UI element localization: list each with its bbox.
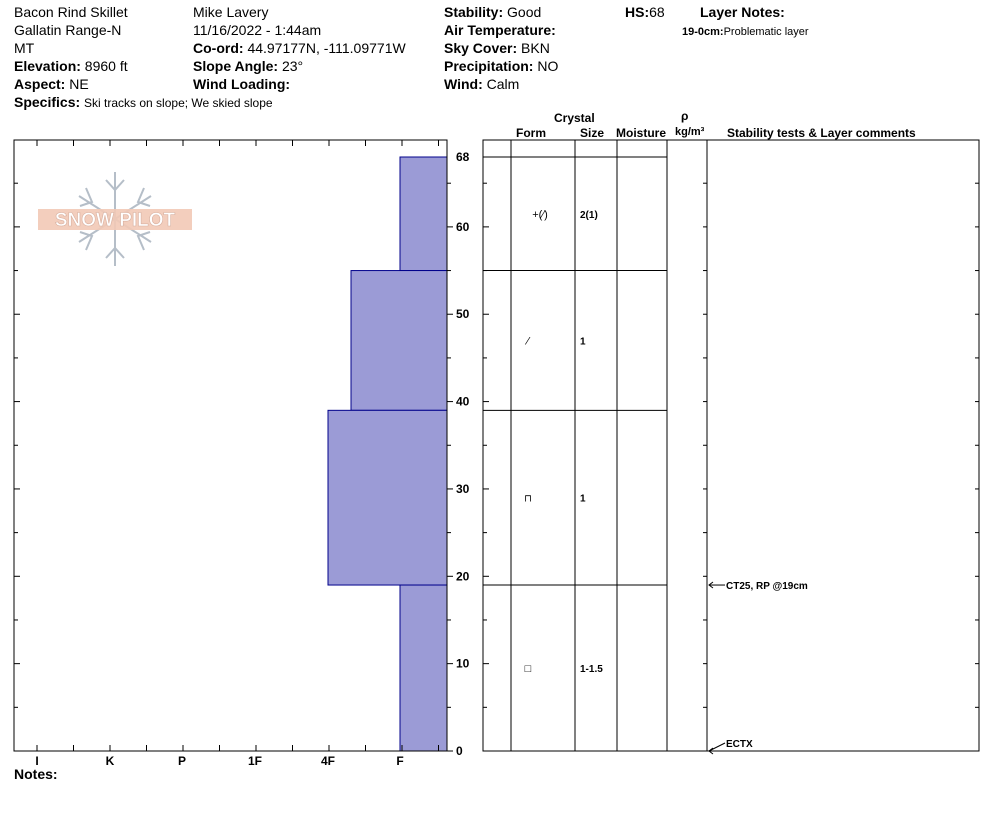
hardness-bar-2 [327,409,448,586]
hardness-label-4F: 4F [321,754,335,768]
sky-cover: Sky Cover: BKN [444,40,550,56]
density-unit-header: kg/m³ [675,126,705,138]
layer-note-text: Problematic layer [723,26,809,38]
test-arrowhead-0 [708,581,714,589]
hardness-label-F: F [396,754,403,768]
slope-value: 23° [281,58,304,74]
comments-header: Stability tests & Layer comments [727,126,916,140]
crystal-size-3: 1-1.5 [580,664,603,675]
layer-notes-label: Layer Notes: [700,4,785,20]
size-header: Size [580,126,605,140]
slope: Slope Angle: 23° [193,58,303,74]
wind-value: Calm [486,76,520,92]
y-tick-label: 68 [456,150,470,164]
y-tick-label: 40 [456,395,470,409]
crystal-form-1: ⁄ [524,335,531,347]
elevation-label: Elevation: [14,58,81,74]
notes-label: Notes: [14,766,58,782]
sky-value: BKN [521,40,550,56]
test-arrowhead-1 [708,747,714,755]
hs-label: HS: [625,4,650,20]
crystal-size-1: 1 [580,336,586,347]
snow-pilot-logo: SNOW PILOT [38,172,192,266]
stability: Stability: Good [444,4,541,20]
coord-label: Co-ord: [193,40,244,56]
logo-banner [38,209,192,230]
hardness-label-P: P [178,754,186,768]
aspect-label: Aspect: [14,76,66,92]
y-tick-label: 20 [456,569,470,583]
slope-label: Slope Angle: [193,58,279,74]
wind-label: Wind: [444,76,483,92]
air-temperature: Air Temperature: [444,22,556,38]
hardness-label-I: I [35,754,38,768]
stability-label: Stability: [444,4,504,20]
layer-note-depth: 19-0cm: [682,26,724,38]
form-header: Form [516,126,546,140]
precip-value: NO [537,58,559,74]
air-temp-label: Air Temperature: [444,22,556,38]
snow-height: HS:68 [625,4,665,20]
table-frame [482,139,980,752]
sky-label: Sky Cover: [444,40,518,56]
crystal-size-0: 2(1) [580,210,598,221]
aspect: Aspect: NE [14,76,89,92]
hardness-label-1F: 1F [248,754,262,768]
crystal-form-0: +(⁄) [532,209,548,221]
layer-note: 19-0cm:Problematic layer [682,24,809,40]
wind-loading-label: Wind Loading: [193,76,291,92]
location: Bacon Rind Skillet [14,4,128,20]
y-tick-label: 30 [456,482,470,496]
hardness-bar-0 [399,156,448,272]
specifics-value: Ski tracks on slope; We skied slope [84,96,273,110]
logo-text: SNOW PILOT [55,210,176,231]
rho-header: ρ [681,109,689,123]
hs-value: 68 [649,4,665,20]
datetime: 11/16/2022 - 1:44am [193,22,322,38]
test-label-0: CT25, RP @19cm [726,581,808,592]
wind: Wind: Calm [444,76,519,92]
stability-value: Good [507,4,542,20]
test-arrow-1 [708,742,726,752]
precip-label: Precipitation: [444,58,534,74]
coord-value: 44.97177N, -111.09771W [247,40,406,56]
hardness-bar-1 [350,270,448,411]
coord: Co-ord: 44.97177N, -111.09771W [193,40,406,56]
observer: Mike Lavery [193,4,269,20]
specifics: Specifics: Ski tracks on slope; We skied… [14,94,273,111]
range: Gallatin Range-N [14,22,122,38]
y-tick-label: 50 [456,307,470,321]
wind-loading: Wind Loading: [193,76,290,92]
precipitation: Precipitation: NO [444,58,558,74]
elevation-value: 8960 ft [84,58,128,74]
crystal-form-2: ⊓ [524,494,532,505]
moisture-header: Moisture [616,126,667,140]
crystal-size-2: 1 [580,494,586,505]
y-tick-label: 10 [456,657,470,671]
state: MT [14,40,35,56]
specifics-label: Specifics: [14,94,81,110]
hardness-bar-3 [399,584,448,752]
y-tick-label: 60 [456,220,470,234]
test-label-1: ECTX [726,739,753,750]
aspect-value: NE [69,76,89,92]
crystal-form-3: □ [525,663,532,675]
hardness-label-K: K [106,754,115,768]
y-tick-label: 0 [456,744,463,758]
crystal-header: Crystal [554,111,595,125]
elevation: Elevation: 8960 ft [14,58,128,74]
